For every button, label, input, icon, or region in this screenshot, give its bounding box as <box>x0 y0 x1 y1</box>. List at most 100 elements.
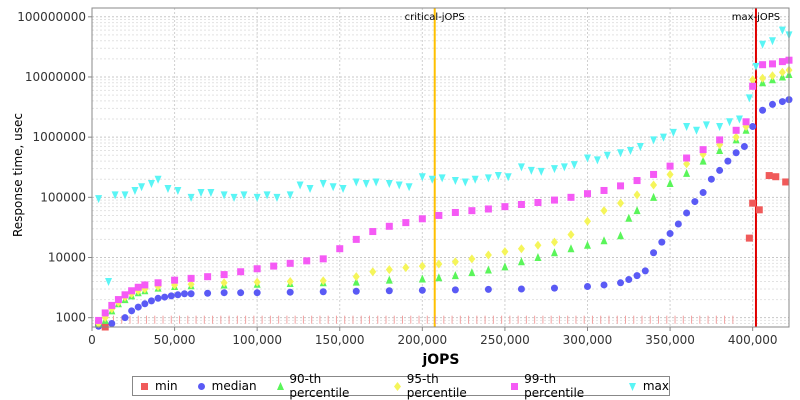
median-point <box>732 149 740 157</box>
median-point <box>286 288 294 296</box>
legend-item-max: max <box>627 379 669 393</box>
median-point <box>161 293 169 301</box>
max-point <box>296 181 304 190</box>
99-th-percentile-point <box>567 193 575 201</box>
legend-swatch-99-th-percentile <box>511 382 519 390</box>
legend-item-99-th-percentile: 99-th percentile <box>509 372 608 400</box>
max-point <box>451 177 459 186</box>
95-th-percentile-point <box>534 240 542 250</box>
x-tick-label: 200,000 <box>398 333 448 347</box>
max-point <box>693 126 701 135</box>
99-th-percentile-point <box>732 126 740 134</box>
99-th-percentile-point <box>716 136 724 144</box>
median-point <box>418 286 426 294</box>
median-point <box>699 189 707 197</box>
90-th-percentile-point <box>468 268 476 277</box>
legend-swatch-max <box>628 382 636 391</box>
median-point <box>641 267 649 275</box>
y-tick-label: 10000 <box>48 251 86 265</box>
95-th-percentile-point <box>732 132 740 142</box>
x-tick-label: 150,000 <box>315 333 365 347</box>
95-th-percentile-point <box>402 263 410 273</box>
median-point <box>778 98 786 106</box>
chart-legend: min median 90-th percentile 95-th percentil… <box>132 372 670 400</box>
max-point <box>537 167 545 176</box>
min-point <box>755 206 763 214</box>
90-th-percentile-point <box>600 236 608 245</box>
90-th-percentile-point <box>666 178 674 187</box>
median-point <box>352 287 360 295</box>
max-point <box>230 193 238 202</box>
max-point <box>187 193 195 202</box>
99-th-percentile-point <box>650 170 658 178</box>
max-point <box>517 163 525 172</box>
max-point <box>560 163 568 172</box>
series-90-th-percentile <box>95 69 793 328</box>
90-th-percentile-point <box>385 275 393 284</box>
90-th-percentile-point <box>435 273 443 282</box>
99-th-percentile-point <box>778 58 786 66</box>
95-th-percentile-point <box>435 259 443 269</box>
99-th-percentile-point <box>101 309 109 317</box>
median-point <box>716 166 724 174</box>
min-point <box>749 199 757 207</box>
x-tick-label: 0 <box>88 333 96 347</box>
median-point <box>220 289 228 297</box>
legend-swatch-median <box>197 382 205 390</box>
median-point <box>134 303 142 311</box>
legend-swatch-min <box>141 382 148 390</box>
99-th-percentile-point <box>484 205 492 213</box>
99-th-percentile-point <box>286 259 294 267</box>
min-point <box>765 172 773 180</box>
95-th-percentile-point <box>286 276 294 286</box>
95-th-percentile-point <box>468 254 476 264</box>
legend-label-90-th-percentile: 90-th percentile <box>289 372 350 400</box>
99-th-percentile-point <box>550 196 558 204</box>
max-point <box>121 191 129 200</box>
95-th-percentile-point <box>418 261 426 271</box>
99-th-percentile-point <box>534 199 542 207</box>
max-point <box>768 37 776 46</box>
99-th-percentile-point <box>114 296 122 304</box>
95-th-percentile-point <box>617 198 625 208</box>
max-point <box>461 178 469 187</box>
90-th-percentile-point <box>418 274 426 283</box>
min-point <box>745 234 753 242</box>
99-th-percentile-point <box>187 274 195 282</box>
max-point <box>617 149 625 158</box>
95-th-percentile-point <box>683 159 691 169</box>
legend-label-95-th-percentile: 95-th percentile <box>406 372 467 400</box>
median-point <box>759 106 767 114</box>
max-point <box>306 185 314 194</box>
median-point <box>147 297 155 305</box>
max-point <box>385 179 393 188</box>
95-th-percentile-point <box>650 180 658 190</box>
99-th-percentile-point <box>768 60 776 68</box>
max-point <box>319 179 327 188</box>
max-point <box>220 191 228 200</box>
max-point <box>570 161 578 170</box>
90-th-percentile-point <box>567 244 575 253</box>
median-point <box>658 238 666 246</box>
max-point <box>745 94 753 103</box>
points-layer <box>95 26 793 331</box>
min-point <box>772 173 780 181</box>
max-point <box>418 173 426 182</box>
99-th-percentile-point <box>517 200 525 208</box>
max-point <box>111 191 119 200</box>
max-point <box>428 175 436 184</box>
99-th-percentile-point <box>95 316 103 324</box>
plot-frame <box>91 7 790 328</box>
max-point <box>735 115 743 124</box>
median-point <box>666 230 674 238</box>
90-th-percentile-point <box>484 265 492 274</box>
legend-item-95-th-percentile: 95-th percentile <box>392 372 491 400</box>
90-th-percentile-point <box>617 231 625 240</box>
90-th-percentile-point <box>716 145 724 154</box>
99-th-percentile-point <box>759 61 767 69</box>
median-point <box>691 198 699 206</box>
y-tick-label: 10000000 <box>25 70 86 84</box>
max-point <box>339 185 347 194</box>
99-th-percentile-point <box>303 257 311 265</box>
90-th-percentile-point <box>352 277 360 286</box>
